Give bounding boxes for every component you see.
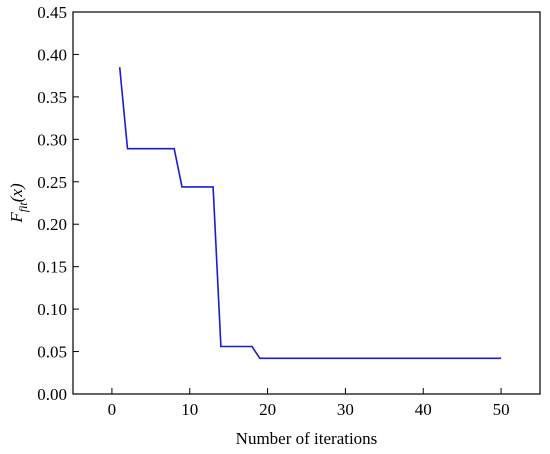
y-tick-label: 0.30 — [37, 130, 67, 149]
y-axis-label-main: F — [7, 212, 26, 224]
x-axis-ticks: 0 10 20 30 40 50 — [108, 388, 510, 419]
x-tick-label: 20 — [259, 400, 276, 419]
x-tick-label: 50 — [493, 400, 510, 419]
y-axis-ticks: 0.00 0.05 0.10 0.15 0.20 0.25 0.30 0.35 0.40 0.45 — [37, 3, 79, 404]
y-axis-label-arg: (x) — [7, 183, 26, 202]
y-tick-label: 0.10 — [37, 300, 67, 319]
y-tick-label: 0.35 — [37, 88, 67, 107]
y-tick-label: 0.00 — [37, 385, 67, 404]
y-tick-label: 0.05 — [37, 343, 67, 362]
series-layer — [118, 67, 502, 360]
y-tick-label: 0.45 — [37, 3, 67, 22]
y-axis-label: Ffit(x) — [7, 183, 30, 224]
y-tick-label: 0.40 — [37, 45, 67, 64]
plot-frame — [72, 11, 541, 395]
y-axis-label-sub: fit — [16, 202, 30, 213]
x-tick-label: 0 — [108, 400, 117, 419]
series-line — [118, 67, 502, 360]
y-tick-label: 0.15 — [37, 258, 67, 277]
y-tick-label: 0.25 — [37, 173, 67, 192]
x-tick-label: 30 — [337, 400, 354, 419]
y-tick-label: 0.20 — [37, 215, 67, 234]
x-axis-label: Number of iterations — [236, 429, 378, 448]
x-tick-label: 10 — [181, 400, 198, 419]
x-tick-label: 40 — [415, 400, 432, 419]
